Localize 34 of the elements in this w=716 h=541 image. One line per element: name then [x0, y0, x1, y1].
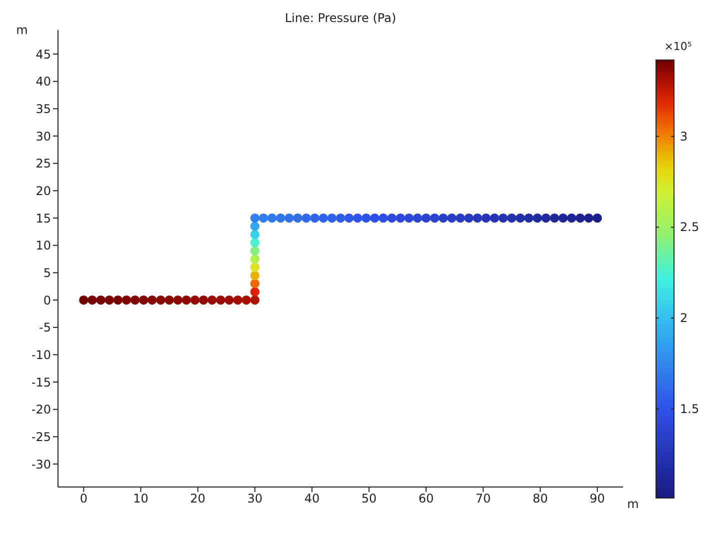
y-tick-label: -10 [31, 348, 51, 362]
x-tick-label: 70 [476, 492, 491, 506]
color-bar-label: 2.5 [680, 220, 700, 234]
x-tick-label: 90 [590, 492, 605, 506]
y-tick-label: 0 [43, 293, 51, 308]
y-tick-label: 30 [36, 129, 51, 144]
color-bar-title: ×10⁵ [664, 40, 692, 53]
y-tick-label: 15 [36, 211, 51, 226]
y-tick-label: -30 [31, 457, 51, 472]
x-tick-label: 50 [361, 492, 377, 506]
color-bar-label: 2 [680, 311, 688, 326]
y-tick-label: -20 [31, 402, 51, 417]
x-tick-label: 10 [133, 492, 148, 506]
y-tick-label: 45 [36, 47, 51, 62]
x-tick-label: 0 [80, 492, 88, 506]
y-axis-title: m [16, 23, 28, 37]
x-tick-label: 80 [532, 492, 548, 506]
x-tick-label: 40 [304, 492, 320, 506]
x-tick-label: 60 [418, 492, 434, 506]
x-tick-label: 20 [190, 492, 206, 506]
y-tick-label: -25 [31, 430, 51, 444]
y-tick-label: -15 [31, 375, 51, 390]
y-tick-label: 25 [36, 156, 51, 171]
y-tick-label: -5 [39, 320, 51, 335]
y-tick-label: 5 [43, 266, 51, 280]
y-tick-label: 40 [36, 74, 51, 89]
y-tick-label: 20 [36, 184, 51, 198]
y-tick-label: 35 [36, 102, 51, 116]
y-tick-label: 10 [36, 238, 51, 253]
chart-title: Line: Pressure (Pa) [284, 11, 396, 25]
x-tick-label: 30 [247, 492, 263, 506]
x-axis-title: m [627, 497, 639, 511]
color-bar-label: 3 [680, 129, 688, 144]
color-bar-label: 1.5 [680, 402, 700, 416]
